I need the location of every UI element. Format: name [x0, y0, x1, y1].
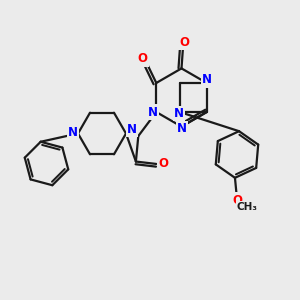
Text: O: O — [138, 52, 148, 65]
Text: N: N — [68, 126, 78, 140]
Text: N: N — [174, 107, 184, 120]
Text: N: N — [202, 74, 212, 86]
Text: O: O — [233, 194, 243, 206]
Text: CH₃: CH₃ — [237, 202, 258, 212]
Text: N: N — [127, 123, 137, 136]
Text: N: N — [148, 106, 158, 118]
Text: N: N — [177, 122, 187, 135]
Text: O: O — [158, 157, 168, 170]
Text: O: O — [179, 35, 190, 49]
